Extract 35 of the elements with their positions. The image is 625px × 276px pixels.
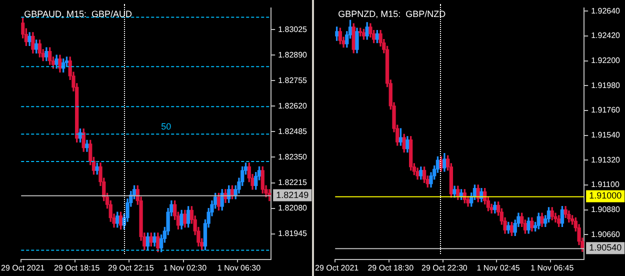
ref-line-label: 1.90540 xyxy=(589,242,622,253)
y-tick-label: 1.82485 xyxy=(278,126,308,136)
y-tick-label: 1.82215 xyxy=(278,178,308,187)
x-tick-label: 1 Nov 06:45 xyxy=(530,263,574,272)
chart-title: GBPAUD, M15: GBP/AUD xyxy=(24,8,132,19)
x-tick-label: 29 Oct 2021 xyxy=(315,263,360,272)
ref-line-label: 1.82149 xyxy=(276,190,309,200)
y-tick-label: 1.82080 xyxy=(278,204,308,213)
x-tick-label: 29 Oct 22:30 xyxy=(422,263,468,272)
y-tick-label: 1.91760 xyxy=(591,106,621,115)
x-tick-label: 1 Nov 02:30 xyxy=(163,263,208,272)
y-tick-label: 1.91320 xyxy=(591,155,621,164)
y-tick-label: 1.91100 xyxy=(591,180,620,190)
y-tick-label: 1.82350 xyxy=(278,152,308,162)
y-tick-label: 1.92420 xyxy=(591,31,621,40)
y-tick-label: 1.92640 xyxy=(591,6,621,16)
y-tick-label: 1.90660 xyxy=(591,230,621,239)
y-tick-label: 1.82620 xyxy=(278,101,308,110)
ref-line-label: 1.91000 xyxy=(589,190,622,201)
y-tick-label: 1.90880 xyxy=(591,204,621,214)
x-tick-label: 29 Oct 22:15 xyxy=(108,263,154,272)
x-tick-label: 1 Nov 06:30 xyxy=(217,263,262,272)
y-tick-label: 1.92200 xyxy=(591,56,621,66)
y-tick-label: 1.91980 xyxy=(591,80,621,90)
x-tick-label: 29 Oct 2021 xyxy=(1,263,46,272)
y-tick-label: 1.82890 xyxy=(278,50,308,60)
annotation: 50 xyxy=(161,122,172,132)
y-tick-label: 1.83025 xyxy=(278,24,308,34)
x-tick-label: 29 Oct 18:15 xyxy=(54,263,100,272)
y-tick-label: 1.91540 xyxy=(591,130,621,140)
x-tick-label: 29 Oct 18:30 xyxy=(368,263,414,272)
y-tick-label: 1.82755 xyxy=(278,76,308,85)
chart-title: GBPNZD, M15: GBP/NZD xyxy=(338,8,446,19)
x-tick-label: 1 Nov 02:45 xyxy=(476,263,520,272)
y-tick-label: 1.81945 xyxy=(278,229,308,238)
